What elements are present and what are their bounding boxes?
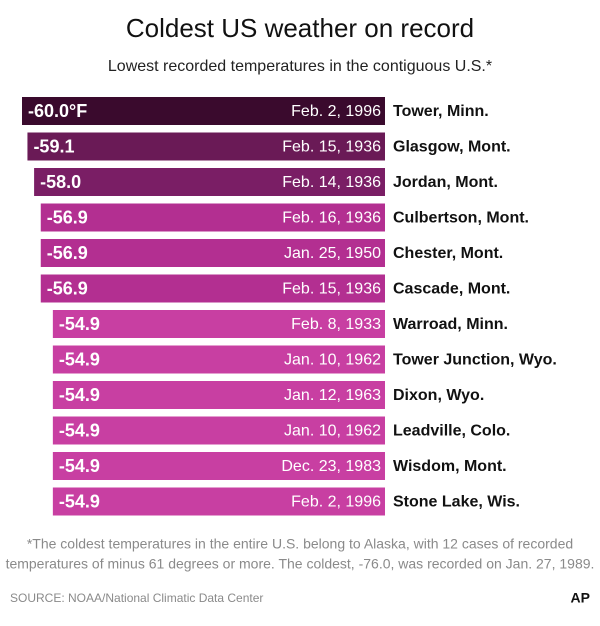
date-label: Jan. 10, 1962 [284, 423, 381, 440]
date-label: Jan. 10, 1962 [284, 352, 381, 369]
bar [52, 310, 385, 338]
date-label: Feb. 15, 1936 [282, 281, 381, 298]
bar [27, 132, 385, 161]
chart-title: Coldest US weather on record [126, 13, 474, 43]
value-label: -56.9 [47, 243, 88, 263]
bar [40, 239, 385, 267]
date-label: Feb. 15, 1936 [282, 139, 381, 156]
category-label: Stone Lake, Wis. [393, 494, 520, 511]
date-label: Feb. 2, 1996 [291, 103, 381, 120]
category-label: Leadville, Colo. [393, 423, 510, 440]
bar [52, 487, 385, 516]
category-label: Cascade, Mont. [393, 281, 510, 298]
footnote: temperatures of minus 61 degrees or more… [6, 556, 595, 572]
credit: AP [571, 590, 590, 606]
value-label: -54.9 [59, 385, 100, 405]
bar [40, 203, 385, 232]
value-label: -54.9 [59, 349, 100, 369]
value-label: -58.0 [40, 172, 81, 192]
footnote: *The coldest temperatures in the entire … [27, 536, 573, 552]
category-label: Dixon, Wyo. [393, 387, 484, 404]
date-label: Jan. 12, 1963 [284, 387, 381, 404]
date-label: Jan. 25, 1950 [284, 245, 381, 262]
value-label: -54.9 [59, 456, 100, 476]
category-label: Tower, Minn. [393, 103, 489, 120]
category-label: Chester, Mont. [393, 245, 503, 262]
bar [52, 416, 385, 445]
bar [52, 381, 385, 409]
category-label: Tower Junction, Wyo. [393, 352, 557, 369]
value-label: -54.9 [59, 491, 100, 511]
category-label: Jordan, Mont. [393, 174, 498, 191]
date-label: Feb. 16, 1936 [282, 210, 381, 227]
category-label: Glasgow, Mont. [393, 139, 511, 156]
bar [52, 452, 385, 480]
bar [22, 97, 385, 125]
date-label: Feb. 14, 1936 [282, 174, 381, 191]
value-label: -54.9 [59, 420, 100, 440]
date-label: Feb. 2, 1996 [291, 494, 381, 511]
category-label: Culbertson, Mont. [393, 210, 529, 227]
date-label: Feb. 8, 1933 [291, 316, 381, 333]
value-label: -60.0°F [28, 101, 87, 121]
category-label: Warroad, Minn. [393, 316, 508, 333]
value-label: -56.9 [47, 207, 88, 227]
source: SOURCE: NOAA/National Climatic Data Cent… [10, 591, 263, 605]
value-label: -56.9 [47, 278, 88, 298]
date-label: Dec. 23, 1983 [281, 458, 381, 475]
chart-subtitle: Lowest recorded temperatures in the cont… [108, 58, 492, 75]
bar [40, 274, 385, 303]
value-label: -54.9 [59, 314, 100, 334]
category-label: Wisdom, Mont. [393, 458, 507, 475]
bar [34, 168, 385, 196]
bar [52, 345, 385, 374]
value-label: -59.1 [33, 136, 74, 156]
